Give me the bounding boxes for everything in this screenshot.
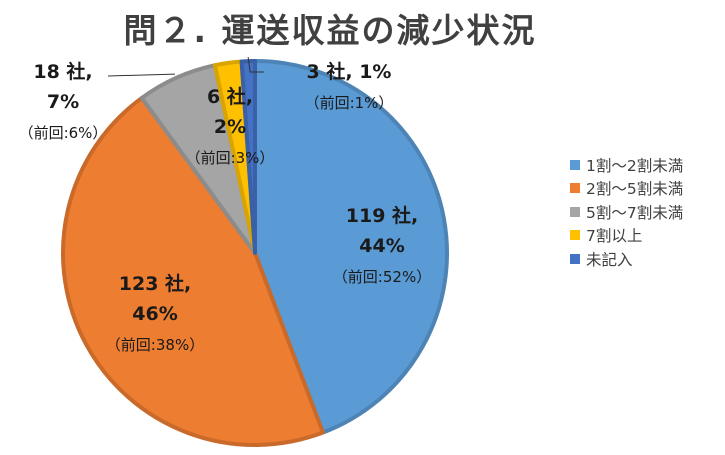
- legend-swatch: [570, 183, 580, 194]
- slice-label: 2%: [214, 116, 246, 138]
- slice-label: 7%: [47, 91, 79, 113]
- legend-swatch: [570, 230, 580, 241]
- slice-label: （前回:1%）: [305, 94, 394, 112]
- slice-label: 119 社,: [346, 204, 419, 227]
- slice-label: （前回:38%）: [106, 336, 204, 354]
- legend: 1割〜2割未満 2割〜5割未満 5割〜7割未満 7割以上 未記入: [570, 153, 683, 271]
- leader-lines: [107, 57, 264, 77]
- legend-swatch: [570, 159, 580, 170]
- slice-label: （前回:6%）: [19, 124, 108, 142]
- legend-label: 1割〜2割未満: [586, 156, 684, 175]
- legend-swatch: [570, 206, 580, 217]
- legend-item: 2割〜5割未満: [570, 177, 683, 201]
- slice-labels: 119 社, 44% （前回:52%） 123 社, 46% （前回:38%） 18 社, 7…: [19, 60, 432, 354]
- legend-item: 未記入: [570, 247, 683, 271]
- slice-label: 123 社,: [119, 272, 192, 295]
- legend-label: 2割〜5割未満: [586, 180, 684, 199]
- legend-label: 7割以上: [586, 227, 643, 246]
- chart-title: 問２. 運送収益の減少状況: [123, 11, 537, 50]
- leader-line: [107, 73, 176, 77]
- slice-label: 3 社, 1%: [307, 60, 392, 83]
- pie-slices: [61, 59, 449, 447]
- slice-label: 18 社,: [33, 60, 92, 83]
- legend-label: 未記入: [586, 250, 633, 269]
- leader-line: [247, 57, 264, 73]
- legend-item: 7割以上: [570, 224, 683, 248]
- legend-item: 5割〜7割未満: [570, 200, 683, 224]
- slice-label: 44%: [359, 235, 404, 257]
- slice-label: 46%: [132, 303, 177, 325]
- slice-label: （前回:3%）: [186, 149, 275, 167]
- slice-label: 6 社,: [207, 85, 253, 108]
- pie-slice: [61, 95, 326, 447]
- pie-slice: [253, 59, 449, 435]
- slice-label: （前回:52%）: [333, 268, 431, 286]
- legend-label: 5割〜7割未満: [586, 203, 684, 222]
- legend-item: 1割〜2割未満: [570, 153, 683, 177]
- legend-swatch: [570, 253, 580, 264]
